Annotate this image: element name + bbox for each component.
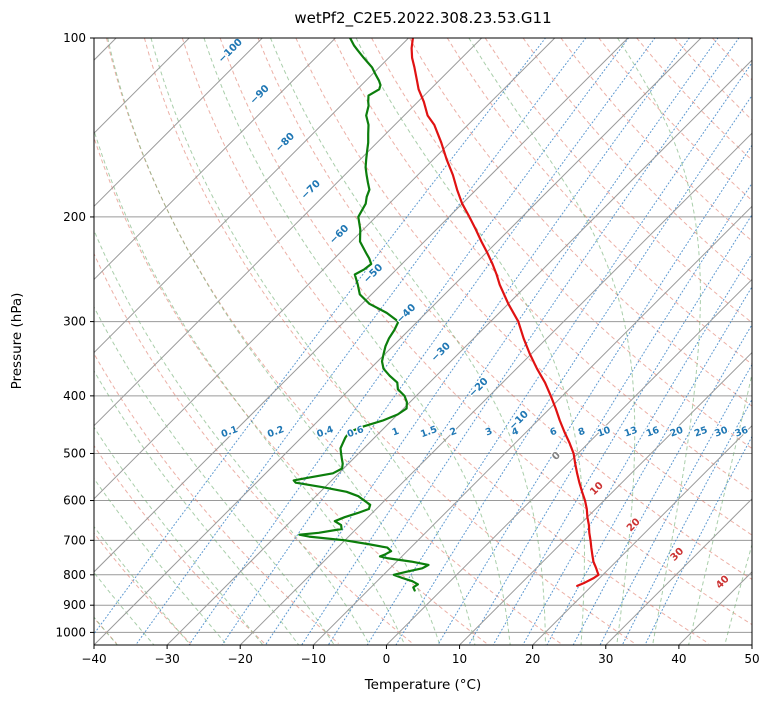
- isotherm-line: [94, 38, 336, 281]
- x-tick-label: −30: [154, 652, 179, 666]
- y-tick-label: 100: [63, 31, 86, 45]
- moist-adiabat-line: [617, 38, 701, 645]
- isotherm-line: [605, 498, 752, 645]
- isotherm-line: [94, 38, 409, 354]
- dry-adiabat-line: [94, 352, 339, 644]
- plot-frame: [93, 37, 753, 646]
- dry-adiabat-line: [333, 38, 752, 493]
- mixing-ratio-line: [572, 323, 752, 645]
- isotherm-line: [94, 38, 556, 500]
- mixing-ratio-line: [599, 363, 752, 645]
- isotherm-line: [94, 38, 483, 427]
- moist-adiabat-line: [94, 128, 406, 645]
- moist-adiabat-line: [203, 38, 511, 645]
- isotherm-line: [459, 351, 752, 645]
- y-tick-label: 300: [63, 315, 86, 329]
- moist-adiabat-line: [150, 38, 476, 645]
- isotherm-line: [94, 38, 702, 645]
- x-tick-label: 0: [383, 652, 391, 666]
- x-tick-label: −40: [81, 652, 106, 666]
- isotherm-line: [94, 38, 263, 208]
- mixing-ratio-line: [366, 61, 752, 645]
- x-tick-label: 10: [452, 652, 467, 666]
- y-tick-label: 900: [63, 598, 86, 612]
- moist-adiabat-line: [688, 371, 752, 645]
- isotherm-line: [239, 132, 752, 645]
- mixing-ratio-label: 0.2: [266, 424, 286, 440]
- y-tick-label: 200: [63, 210, 86, 224]
- x-tick-label: −20: [228, 652, 253, 666]
- x-tick-label: 30: [598, 652, 613, 666]
- moist-adiabat-line: [94, 426, 264, 645]
- mixing-ratio-line: [188, 38, 630, 645]
- y-tick-label: 400: [63, 389, 86, 403]
- mixing-ratio-line: [221, 38, 656, 645]
- x-tick-label: 50: [744, 652, 759, 666]
- isotherm-line: [532, 424, 752, 645]
- mixing-ratio-line: [546, 285, 752, 645]
- dry-adiabat-line: [94, 532, 191, 644]
- dewpoint-curve: [292, 38, 430, 592]
- chart-title: wetPf2_C2E5.2022.308.23.53.G11: [294, 9, 552, 27]
- y-tick-label: 700: [63, 533, 86, 547]
- dry-adiabat-line: [181, 38, 709, 644]
- mixing-ratio-line: [644, 435, 752, 645]
- x-tick-label: 20: [525, 652, 540, 666]
- dry-adiabat-line: [94, 135, 487, 644]
- mixing-ratio-line: [492, 213, 752, 645]
- moist-adiabat-line: [94, 477, 228, 645]
- y-tick-label: 500: [63, 446, 86, 460]
- x-tick-label: 40: [671, 652, 686, 666]
- dry-adiabat-line: [94, 444, 265, 644]
- isotherm-line: [312, 205, 752, 645]
- y-axis-label: Pressure (hPa): [9, 292, 25, 390]
- isotherm-line: [94, 38, 629, 573]
- isotherm-line: [166, 59, 752, 645]
- mixing-ratio-line: [135, 38, 587, 645]
- moist-adiabat-line: [94, 305, 335, 645]
- isotherm-line: [386, 278, 752, 645]
- x-axis-label: Temperature (°C): [364, 677, 482, 693]
- mixing-ratio-label: 0.1: [220, 424, 240, 440]
- mixing-ratio-line: [301, 38, 719, 645]
- y-tick-label: 800: [63, 568, 86, 582]
- x-tick-label: −10: [301, 652, 326, 666]
- mixing-ratio-label: 20: [669, 425, 686, 440]
- moist-adiabat-line: [107, 38, 441, 645]
- mixing-ratio-line: [621, 398, 752, 645]
- dry-adiabat-line: [143, 38, 635, 644]
- y-tick-label: 1000: [55, 625, 86, 639]
- temperature-curve: [410, 38, 600, 587]
- dry-adiabat-line: [219, 38, 752, 626]
- moist-adiabat-line: [94, 571, 155, 645]
- mixing-ratio-line: [437, 144, 752, 645]
- mixing-ratio-line: [395, 94, 752, 645]
- mixing-ratio-line: [468, 182, 752, 645]
- mixing-ratio-line: [327, 38, 740, 645]
- moist-adiabat-line: [94, 525, 191, 645]
- moist-adiabat-line: [270, 38, 546, 645]
- y-tick-label: 600: [63, 494, 86, 508]
